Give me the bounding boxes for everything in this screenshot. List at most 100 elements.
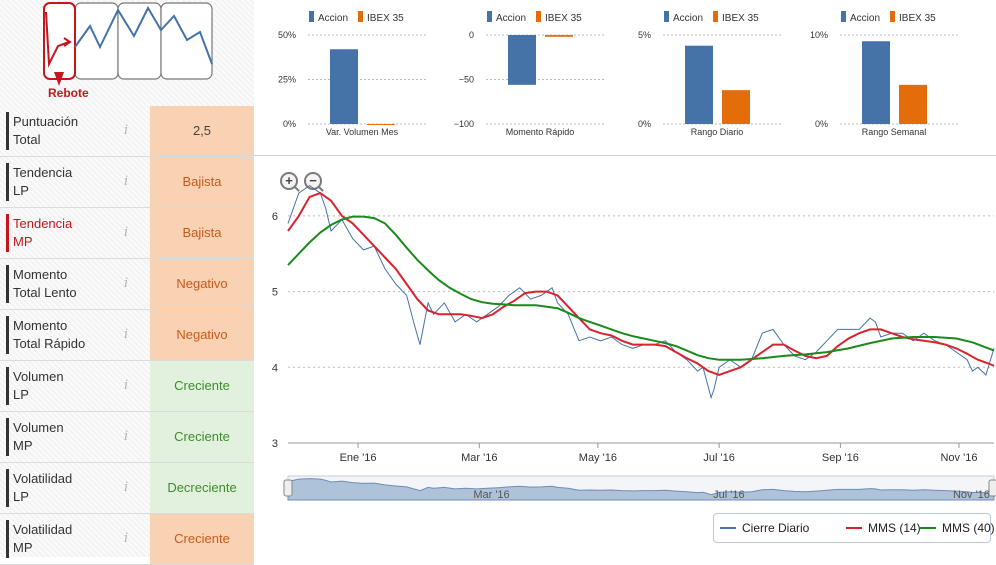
- navigator-handle-right[interactable]: [988, 479, 996, 497]
- indicator-row[interactable]: Tendencia LP i Bajista: [0, 157, 254, 208]
- indicator-row[interactable]: Volatilidad LP i Decreciente: [0, 463, 254, 514]
- x-tick-label: Nov '16: [940, 452, 977, 464]
- indicator-value: Negativo: [150, 259, 254, 309]
- mini-chart-2: Accion IBEX 35 0 −50 −100 Momento Rápido: [454, 11, 604, 137]
- legend-label-ibex: IBEX 35: [545, 13, 582, 24]
- chart-legend[interactable]: Cierre Diario MMS (14) MMS (40): [713, 513, 995, 543]
- info-icon[interactable]: i: [124, 429, 129, 444]
- x-tick-label: Ene '16: [340, 452, 377, 464]
- info-icon[interactable]: i: [124, 327, 129, 342]
- row-marker: [6, 418, 9, 456]
- indicator-row[interactable]: Volatilidad MP i Creciente: [0, 514, 254, 565]
- price-chart[interactable]: 3 4 5 6 Ene '16 Mar '16 May '16 Jul '16 Sep '16 N…: [254, 160, 996, 520]
- indicator-label: Volumen MP: [13, 420, 64, 453]
- info-icon[interactable]: i: [124, 480, 129, 495]
- tick-label: 25%: [278, 75, 296, 85]
- tick-label: 0%: [815, 119, 828, 129]
- tick-label: 0%: [638, 119, 651, 129]
- mini-chart-xlabel: Rango Diario: [691, 127, 744, 137]
- row-marker: [6, 112, 9, 150]
- indicator-value: Bajista: [150, 208, 254, 258]
- mini-chart-4: Accion IBEX 35 10% 0% Rango Semanal: [810, 11, 958, 137]
- zoom-in-button[interactable]: +: [280, 172, 298, 190]
- indicator-label: Volatilidad MP: [13, 522, 73, 555]
- legend-label-accion: Accion: [850, 13, 880, 24]
- tick-label: 50%: [278, 30, 296, 40]
- navigator-handle-left[interactable]: [283, 479, 293, 497]
- info-icon[interactable]: i: [124, 531, 129, 546]
- indicator-value: 2,5: [150, 106, 254, 156]
- row-marker: [6, 469, 9, 507]
- tick-label: 0%: [283, 119, 296, 129]
- info-icon[interactable]: i: [124, 276, 129, 291]
- legend-label: MMS (14): [868, 521, 921, 535]
- x-tick-label: May '16: [579, 452, 617, 464]
- bar-ibex[interactable]: [367, 124, 395, 125]
- navigator-label: Jul '16: [713, 489, 744, 501]
- indicator-panel: Rebote Puntuación Total i 2,5 Tendencia LP i…: [0, 0, 254, 565]
- y-tick-label: 4: [272, 362, 278, 374]
- bar-accion[interactable]: [862, 41, 890, 125]
- indicator-value: Bajista: [150, 157, 254, 207]
- row-marker: [6, 265, 9, 303]
- indicator-value: Negativo: [150, 310, 254, 360]
- section-divider: [254, 155, 996, 156]
- tick-label: 0: [469, 30, 474, 40]
- series-line-mms14[interactable]: [287, 191, 995, 376]
- info-icon[interactable]: i: [124, 174, 129, 189]
- legend-label-ibex: IBEX 35: [367, 13, 404, 24]
- mini-chart-3: Accion IBEX 35 5% 0% Rango Diario: [638, 11, 781, 137]
- row-marker: [6, 214, 9, 252]
- indicator-list: Puntuación Total i 2,5 Tendencia LP i Bajista…: [0, 106, 254, 565]
- tick-label: −100: [454, 119, 474, 129]
- indicator-row[interactable]: Volumen LP i Creciente: [0, 361, 254, 412]
- y-tick-label: 6: [272, 211, 278, 223]
- row-marker: [6, 520, 9, 558]
- mini-chart-xlabel: Var. Volumen Mes: [326, 127, 399, 137]
- indicator-row[interactable]: Momento Total Rápido i Negativo: [0, 310, 254, 361]
- legend-label-ibex: IBEX 35: [899, 13, 936, 24]
- pattern-arrow-icon: [63, 37, 72, 47]
- info-icon[interactable]: i: [124, 123, 129, 138]
- info-icon[interactable]: i: [124, 225, 129, 240]
- indicator-row[interactable]: Puntuación Total i 2,5: [0, 106, 254, 157]
- bar-ibex[interactable]: [899, 84, 927, 124]
- legend-swatch-accion: [487, 11, 492, 22]
- bar-ibex[interactable]: [545, 35, 573, 37]
- indicator-row[interactable]: Volumen MP i Creciente: [0, 412, 254, 463]
- info-icon[interactable]: i: [124, 378, 129, 393]
- indicator-label: Tendencia LP: [13, 165, 73, 198]
- legend-swatch: [846, 527, 862, 529]
- indicator-row[interactable]: Momento Total Lento i Negativo: [0, 259, 254, 310]
- legend-swatch-accion: [664, 11, 669, 22]
- series-line-mms40[interactable]: [287, 215, 995, 361]
- row-marker: [6, 367, 9, 405]
- navigator-label: Mar '16: [473, 489, 509, 501]
- tick-label: 10%: [810, 30, 828, 40]
- x-tick-label: Jul '16: [703, 452, 734, 464]
- legend-swatch-ibex: [713, 11, 718, 22]
- indicator-label: Volatilidad LP: [13, 471, 73, 504]
- bar-accion[interactable]: [330, 49, 358, 124]
- bar-accion[interactable]: [685, 45, 713, 124]
- legend-label-accion: Accion: [496, 13, 526, 24]
- pattern-thumbnail[interactable]: [42, 2, 214, 88]
- tick-label: 5%: [638, 30, 651, 40]
- legend-swatch: [920, 527, 936, 529]
- indicator-label: Volumen LP: [13, 369, 64, 402]
- pattern-frame-3: [117, 2, 162, 80]
- legend-label-accion: Accion: [673, 13, 703, 24]
- legend-swatch-ibex: [890, 11, 895, 22]
- indicator-label: Momento Total Lento: [13, 267, 77, 300]
- legend-swatch: [720, 527, 736, 529]
- legend-swatch-ibex: [358, 11, 363, 22]
- indicator-value: Creciente: [150, 412, 254, 462]
- pattern-label: Rebote: [48, 86, 89, 100]
- mini-chart-xlabel: Rango Semanal: [862, 127, 927, 137]
- bar-accion[interactable]: [508, 35, 536, 85]
- legend-swatch-accion: [841, 11, 846, 22]
- indicator-label: Tendencia MP: [13, 216, 73, 249]
- zoom-out-button[interactable]: −: [304, 172, 322, 190]
- indicator-row[interactable]: Tendencia MP i Bajista: [0, 208, 254, 259]
- bar-ibex[interactable]: [722, 90, 750, 124]
